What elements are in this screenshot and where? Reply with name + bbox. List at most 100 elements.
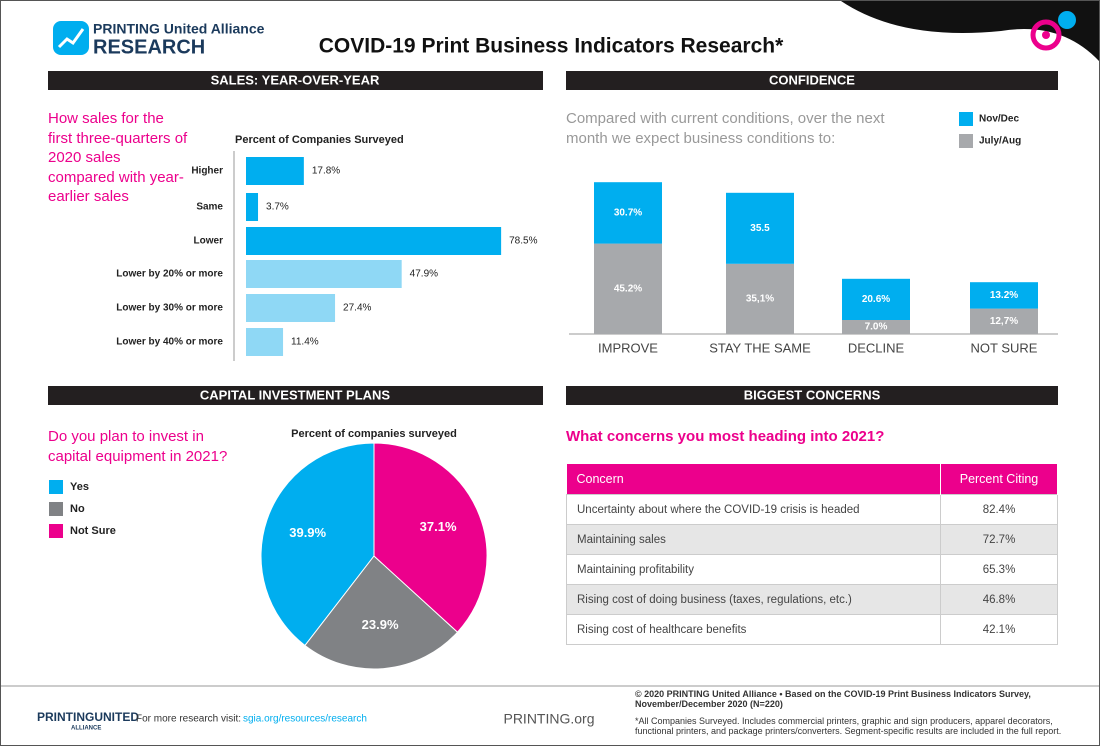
bar-segment [970,282,1038,309]
category-label: Lower by 30% or more [116,303,223,314]
table-row: Rising cost of doing business (taxes, re… [566,584,1058,615]
category-label: STAY THE SAME [709,340,811,355]
axis-label: Percent of companies surveyed [291,428,457,440]
decoration [1058,11,1076,29]
value-label: 23.9% [362,617,399,632]
category-label: Lower by 20% or more [116,269,223,280]
section-title: SALES: YEAR-OVER-YEAR [211,72,380,87]
value-label: 39.9% [289,525,326,540]
table-cell: 72.7% [940,524,1058,555]
value-label: 20.6% [862,294,890,305]
decoration [1030,19,1062,51]
footnote: *All Companies Surveyed. Includes commer… [635,716,1062,736]
bar-segment [842,278,910,320]
legend-swatch [959,112,973,126]
table-cell: 65.3% [940,554,1058,585]
table-row: Maintaining sales 72.7% [566,524,1058,555]
category-label: Lower by 40% or more [116,337,223,348]
section-bar [566,386,1058,405]
pie-slice [260,442,375,647]
bar-segment [842,320,910,334]
footer-link[interactable]: sgia.org/resources/research [243,714,367,725]
table-row: Uncertainty about where the COVID-19 cri… [566,494,1058,525]
footer-logo: PRINTINGUNITED [37,710,139,724]
bar [246,294,336,322]
value-label: 35,1% [746,294,774,305]
section-bar [48,386,543,405]
value-label: 17.8% [312,166,340,177]
table-cell: 82.4% [940,494,1058,525]
value-label: 78.5% [509,236,537,247]
question: Do you plan to invest in capital equipme… [48,428,228,465]
value-label: 7.0% [865,322,888,333]
legend-label: Yes [70,481,89,493]
subtitle: Compared with current conditions, over t… [566,110,885,147]
copyright: © 2020 PRINTING United Alliance • Based … [635,689,1031,709]
axis-label: Percent of Companies Surveyed [235,134,404,146]
section-bar [566,71,1058,90]
legend-label: Not Sure [70,525,116,537]
legend-swatch [49,502,63,516]
legend-swatch [49,524,63,538]
value-label: 47.9% [410,269,438,280]
bar-segment [726,263,794,334]
concerns-table: Concern Percent Citing Uncertainty about … [566,464,1058,645]
bar-segment [594,182,662,244]
bar [246,157,304,185]
logo-icon [53,21,89,55]
bar-segment [726,192,794,264]
logo-icon [57,28,85,49]
table-cell: Uncertainty about where the COVID-19 cri… [566,494,941,525]
category-label: IMPROVE [598,340,658,355]
legend-swatch [49,480,63,494]
table-cell: 46.8% [940,584,1058,615]
table-cell: 42.1% [940,614,1058,645]
table-row: Rising cost of healthcare benefits 42.1% [566,614,1058,645]
logo-text: PRINTING United Alliance [93,21,265,37]
table-cell: Rising cost of healthcare benefits [566,614,941,645]
value-label: 45.2% [614,283,642,294]
footer-text: For more research visit: [136,714,241,725]
section-title: CAPITAL INVESTMENT PLANS [200,387,391,402]
footer-logo: ALLIANCE [71,726,101,732]
table-body: Uncertainty about where the COVID-19 cri… [566,494,1058,645]
question: What concerns you most heading into 2021… [566,428,884,445]
value-label: 27.4% [343,303,371,314]
bar [246,328,284,356]
section-bar [48,71,543,90]
section-title: CONFIDENCE [769,72,855,87]
decoration [841,1,1099,61]
value-label: 37.1% [420,519,457,534]
category-label: DECLINE [848,340,905,355]
value-label: 11.4% [291,337,319,348]
table-row: Maintaining profitability 65.3% [566,554,1058,585]
value-label: 13.2% [990,290,1018,301]
table-cell: Maintaining sales [566,524,941,555]
column-header: Percent Citing [940,464,1058,495]
column-header: Concern [566,464,941,495]
table-cell: Rising cost of doing business (taxes, re… [566,584,941,615]
bar [246,193,259,221]
category-label: Lower [194,236,224,247]
footer-site: PRINTING.org [503,711,594,727]
table-cell: Maintaining profitability [566,554,941,585]
bar [246,260,402,288]
value-label: 3.7% [266,202,289,213]
pie-slice [373,442,488,633]
value-label: 30.7% [614,208,642,219]
bar-segment [594,243,662,334]
bar-segment [970,308,1038,334]
question: How sales for the first three-quarters o… [48,110,188,205]
legend-label: No [70,503,85,515]
pie-slice [304,555,459,670]
value-label: 35.5 [750,223,770,234]
section-title: BIGGEST CONCERNS [744,387,881,402]
category-label: NOT SURE [971,340,1038,355]
value-label: 12,7% [990,316,1018,327]
logo-text: RESEARCH [93,36,205,58]
legend-swatch [959,134,973,148]
decoration [1042,31,1050,39]
legend-label: July/Aug [979,136,1021,147]
